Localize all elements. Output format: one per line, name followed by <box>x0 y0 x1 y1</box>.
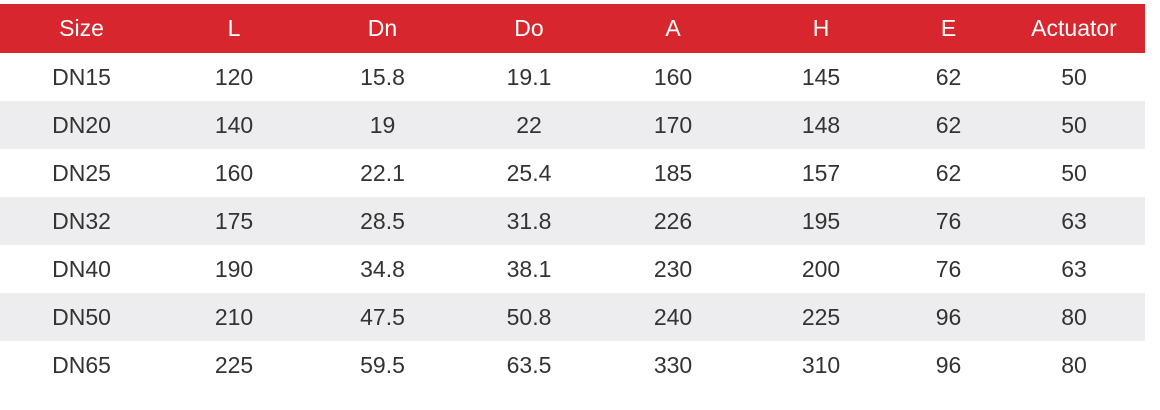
cell-e: 96 <box>935 351 962 378</box>
cell-do: 31.8 <box>506 207 552 234</box>
cell-e: 76 <box>935 207 962 234</box>
header-e: E <box>940 15 957 41</box>
cell-l: 225 <box>214 351 254 378</box>
cell-l: 190 <box>214 255 254 282</box>
cell-do: 25.4 <box>506 159 552 186</box>
cell-dn: 59.5 <box>360 351 405 378</box>
cell-h: 225 <box>801 303 841 330</box>
cell-dn: 15.8 <box>360 63 405 90</box>
header-size: Size <box>59 15 104 41</box>
cell-e: 62 <box>935 63 962 90</box>
header-h: H <box>812 15 830 41</box>
cell-actuator: 50 <box>1061 159 1087 186</box>
cell-a: 160 <box>653 63 693 90</box>
cell-size: DN50 <box>52 303 111 330</box>
cell-h: 310 <box>801 351 841 378</box>
cell-a: 230 <box>653 255 693 282</box>
cell-l: 175 <box>214 207 254 234</box>
cell-actuator: 80 <box>1061 303 1087 330</box>
table-row: DN50 210 47.5 50.8 240 225 96 80 <box>0 293 1145 341</box>
cell-h: 148 <box>801 111 841 138</box>
cell-a: 226 <box>653 207 693 234</box>
cell-do: 50.8 <box>506 303 552 330</box>
cell-e: 76 <box>935 255 962 282</box>
cell-l: 120 <box>214 63 254 90</box>
cell-do: 22 <box>516 111 542 138</box>
cell-do: 63.5 <box>506 351 552 378</box>
cell-a: 240 <box>653 303 693 330</box>
cell-dn: 47.5 <box>360 303 405 330</box>
table-row: DN40 190 34.8 38.1 230 200 76 63 <box>0 245 1145 293</box>
cell-size: DN25 <box>52 159 111 186</box>
cell-l: 160 <box>214 159 254 186</box>
cell-actuator: 63 <box>1061 207 1087 234</box>
table-row: DN15 120 15.8 19.1 160 145 62 50 <box>0 53 1145 101</box>
table-row: DN32 175 28.5 31.8 226 195 76 63 <box>0 197 1145 245</box>
cell-e: 96 <box>935 303 962 330</box>
header-l: L <box>227 15 241 41</box>
cell-do: 19.1 <box>506 63 552 90</box>
cell-h: 145 <box>801 63 841 90</box>
header-a: A <box>665 15 681 41</box>
cell-h: 195 <box>801 207 841 234</box>
cell-h: 157 <box>801 159 841 186</box>
table-header: Size L Dn Do A H E Actuator <box>0 4 1145 53</box>
table-row: DN65 225 59.5 63.5 330 310 96 80 <box>0 341 1145 389</box>
dimensions-table: Size L Dn Do A H E Actuator DN15 120 15.… <box>0 4 1145 389</box>
header-do: Do <box>514 15 544 41</box>
cell-size: DN20 <box>52 111 111 138</box>
cell-e: 62 <box>935 159 962 186</box>
header-row: Size L Dn Do A H E Actuator <box>0 4 1145 53</box>
cell-dn: 28.5 <box>360 207 405 234</box>
cell-l: 210 <box>214 303 254 330</box>
table-row: DN25 160 22.1 25.4 185 157 62 50 <box>0 149 1145 197</box>
cell-a: 330 <box>653 351 693 378</box>
table-row: DN20 140 19 22 170 148 62 50 <box>0 101 1145 149</box>
cell-actuator: 80 <box>1061 351 1087 378</box>
cell-dn: 34.8 <box>360 255 405 282</box>
table-body: DN15 120 15.8 19.1 160 145 62 50 DN20 14… <box>0 53 1145 389</box>
cell-dn: 19 <box>369 111 396 138</box>
cell-e: 62 <box>935 111 962 138</box>
cell-actuator: 50 <box>1061 111 1087 138</box>
cell-actuator: 63 <box>1061 255 1087 282</box>
cell-size: DN40 <box>52 255 111 282</box>
cell-do: 38.1 <box>506 255 552 282</box>
cell-actuator: 50 <box>1061 63 1087 90</box>
cell-a: 185 <box>653 159 693 186</box>
cell-l: 140 <box>214 111 254 138</box>
cell-dn: 22.1 <box>360 159 405 186</box>
header-actuator: Actuator <box>1031 15 1117 41</box>
cell-a: 170 <box>653 111 693 138</box>
header-dn: Dn <box>367 15 398 41</box>
cell-h: 200 <box>801 255 841 282</box>
cell-size: DN15 <box>52 63 111 90</box>
cell-size: DN65 <box>52 351 111 378</box>
cell-size: DN32 <box>52 207 111 234</box>
